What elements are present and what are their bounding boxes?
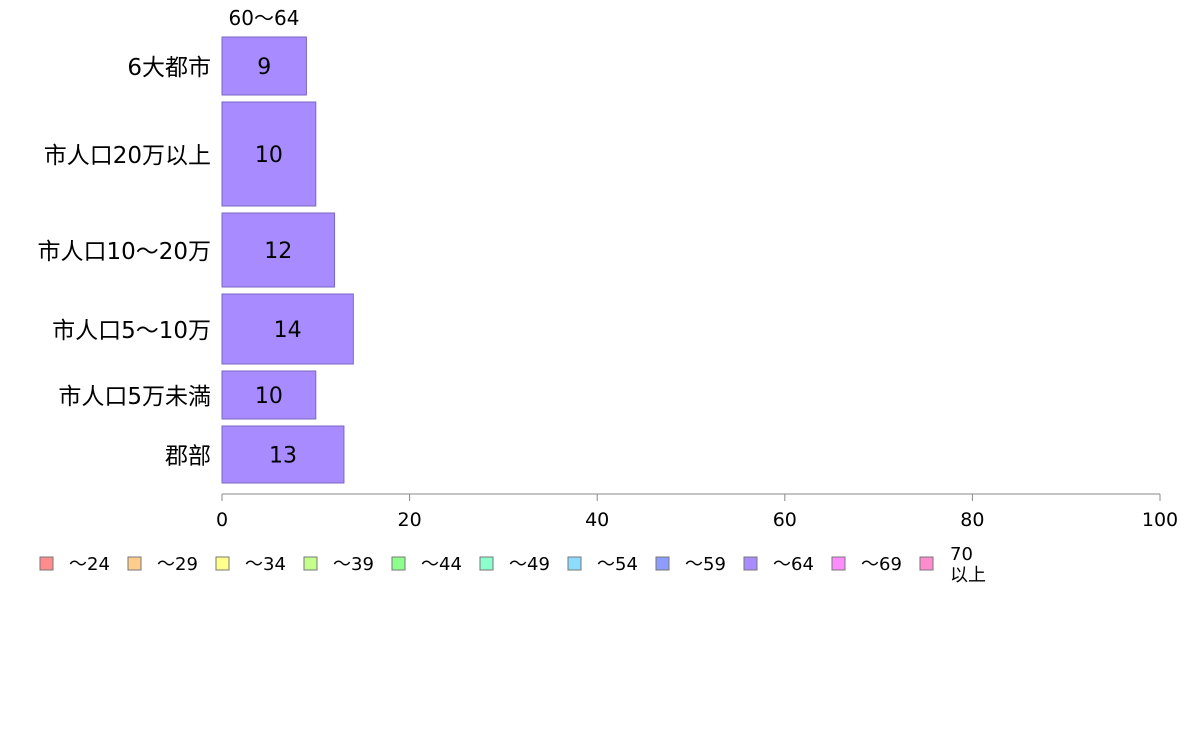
legend-label: ～24 <box>69 554 110 575</box>
bar-value-label: 13 <box>269 444 297 469</box>
category-label: 6大都市 <box>127 55 211 81</box>
category-label: 市人口10～20万 <box>37 239 211 265</box>
bars-group: 9 10 12 14 10 13 <box>221 36 354 484</box>
legend-swatch <box>127 556 142 571</box>
bar <box>221 425 345 484</box>
legend-label: ～44 <box>421 554 462 575</box>
legend-label: ～64 <box>773 554 814 575</box>
x-tick-label: 80 <box>960 509 984 531</box>
bar <box>221 36 307 96</box>
bar <box>221 293 354 365</box>
category-label: 市人口5万未満 <box>58 384 211 410</box>
legend-swatch <box>655 556 670 571</box>
x-tick-label: 0 <box>216 509 228 531</box>
bar-value-label: 10 <box>255 384 283 409</box>
bar <box>221 101 317 207</box>
legend-label: ～59 <box>685 554 726 575</box>
legend-swatch <box>919 556 934 571</box>
x-tick-label: 100 <box>1142 509 1178 531</box>
legend-label: ～29 <box>157 554 198 575</box>
legend-label: ～39 <box>333 554 374 575</box>
bar-value-label: 14 <box>274 318 302 343</box>
bar-value-label: 9 <box>257 55 271 80</box>
legend-label: 70 以上 <box>950 544 986 586</box>
series-header-label: 60～64 <box>229 6 300 30</box>
legend-swatch <box>567 556 582 571</box>
x-axis: 0 20 40 60 80 100 <box>216 493 1178 531</box>
category-label: 郡部 <box>165 444 211 470</box>
bar <box>221 212 336 288</box>
legend-swatch <box>831 556 846 571</box>
legend-label: ～34 <box>245 554 286 575</box>
legend-swatch <box>303 556 318 571</box>
legend-swatch <box>743 556 758 571</box>
legend: ～24 ～29 ～34 ～39 ～44 ～49 ～54 ～59 ～64 ～69 70 以上 <box>39 544 986 586</box>
legend-label: ～49 <box>509 554 550 575</box>
legend-label: ～54 <box>597 554 638 575</box>
legend-swatch <box>39 556 54 571</box>
category-label: 市人口20万以上 <box>44 143 211 169</box>
legend-swatch <box>215 556 230 571</box>
category-label: 市人口5～10万 <box>52 318 211 344</box>
legend-swatch <box>479 556 494 571</box>
legend-swatch <box>391 556 406 571</box>
x-tick-label: 60 <box>773 509 797 531</box>
legend-label: ～69 <box>861 554 902 575</box>
bar-value-label: 10 <box>255 143 283 168</box>
bar <box>221 370 317 420</box>
bar-value-label: 12 <box>264 239 292 264</box>
x-tick-label: 40 <box>585 509 609 531</box>
x-tick-label: 20 <box>398 509 422 531</box>
